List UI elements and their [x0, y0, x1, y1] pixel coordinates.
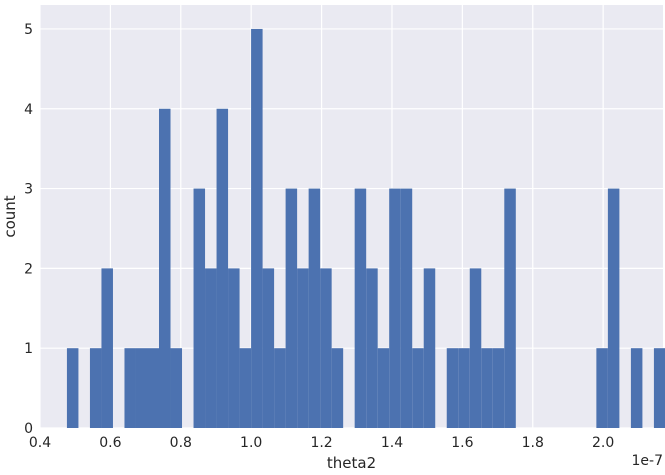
x-tick-label: 0.4	[29, 435, 51, 451]
y-axis-label: count	[1, 195, 19, 237]
histogram-bar	[89, 348, 102, 428]
histogram-bar	[607, 188, 620, 428]
histogram-bar	[412, 348, 424, 428]
histogram-bar	[135, 348, 148, 428]
histogram-bar	[308, 188, 321, 428]
histogram-bar	[101, 268, 113, 428]
histogram-bar	[239, 348, 252, 428]
histogram-bar	[630, 348, 643, 428]
histogram-bar	[492, 348, 505, 428]
y-tick-label: 3	[24, 182, 33, 198]
histogram-bar	[469, 268, 482, 428]
y-tick-label: 5	[24, 22, 33, 38]
histogram-bar	[124, 348, 136, 428]
histogram-bar	[228, 268, 240, 428]
histogram-bar	[193, 188, 206, 428]
x-tick-label: 1.2	[310, 435, 332, 451]
histogram-bar	[285, 188, 298, 428]
histogram-bar	[216, 108, 229, 429]
histogram-bars	[66, 28, 665, 429]
y-axis-ticks: 0 1 2 3 4 5	[24, 22, 33, 437]
x-tick-label: 1.6	[451, 435, 473, 451]
x-tick-label: 0.6	[99, 435, 121, 451]
histogram-bar	[653, 348, 665, 428]
x-tick-label: 0.8	[170, 435, 192, 451]
x-tick-label: 2.0	[592, 435, 614, 451]
histogram-bar	[170, 348, 183, 428]
grid-lines	[39, 5, 663, 429]
y-tick-label: 4	[24, 102, 33, 118]
histogram-bar	[366, 268, 378, 428]
histogram-bar	[596, 348, 608, 428]
histogram-bar	[446, 348, 459, 428]
y-tick-label: 0	[24, 421, 33, 437]
histogram-bar	[389, 188, 401, 428]
histogram-bar	[458, 348, 470, 428]
x-tick-label: 1.4	[381, 435, 403, 451]
histogram-bar	[274, 348, 286, 428]
histogram-bar	[354, 188, 367, 428]
histogram-bar	[251, 28, 263, 429]
x-tick-label: 1.8	[522, 435, 544, 451]
histogram-bar	[331, 348, 344, 428]
x-axis-label: theta2	[327, 454, 376, 472]
histogram-bar	[423, 268, 436, 428]
histogram-bar	[320, 268, 332, 428]
x-tick-label: 1.0	[240, 435, 262, 451]
histogram-bar	[205, 268, 217, 428]
histogram-bar	[400, 188, 413, 428]
histogram-bar	[66, 348, 79, 428]
y-tick-label: 1	[24, 341, 33, 357]
x-axis-offset-text: 1e-7	[632, 453, 663, 469]
histogram-bar	[481, 348, 493, 428]
y-tick-label: 2	[24, 261, 33, 277]
histogram-bar	[159, 108, 171, 429]
histogram-bar	[504, 188, 516, 428]
histogram-bar	[147, 348, 160, 428]
histogram-bar	[262, 268, 275, 428]
histogram-bar	[377, 348, 390, 428]
histogram-bar	[297, 268, 309, 428]
x-axis-ticks: 0.4 0.6 0.8 1.0 1.2 1.4 1.6 1.8 2.0	[29, 435, 614, 451]
